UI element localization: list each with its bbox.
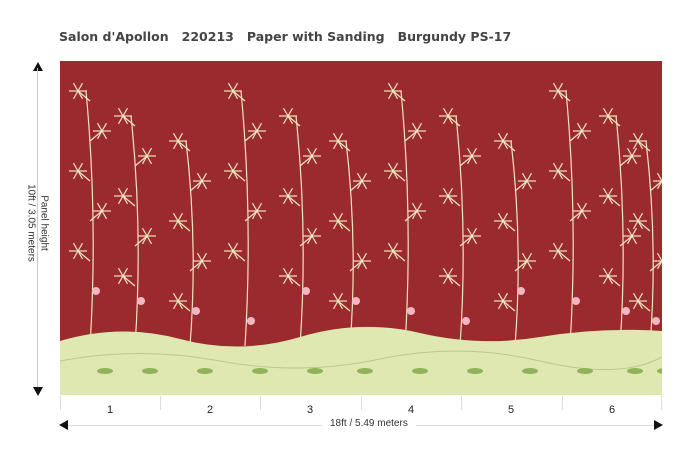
- arrow-up-icon: [33, 62, 43, 71]
- panel-height-label: Panel height: [38, 193, 50, 253]
- wallpaper-mural-image: [60, 61, 662, 395]
- panel-number: 1: [106, 404, 114, 416]
- panel-number: 4: [407, 404, 415, 416]
- panel-number: 5: [507, 404, 515, 416]
- arrow-down-icon: [33, 387, 43, 396]
- panel-height-value: 10ft / 3.05 meters: [25, 182, 37, 264]
- arrow-left-icon: [59, 420, 68, 430]
- panel-scale: [60, 396, 662, 412]
- total-width-value: 18ft / 5.49 meters: [322, 418, 416, 429]
- product-title: Salon d'Apollon 220213 Paper with Sandin…: [59, 29, 512, 44]
- panel-number: 2: [206, 404, 214, 416]
- panel-number: 3: [306, 404, 314, 416]
- panel-number: 6: [608, 404, 616, 416]
- arrow-right-icon: [654, 420, 663, 430]
- height-dimension-line: [37, 68, 38, 388]
